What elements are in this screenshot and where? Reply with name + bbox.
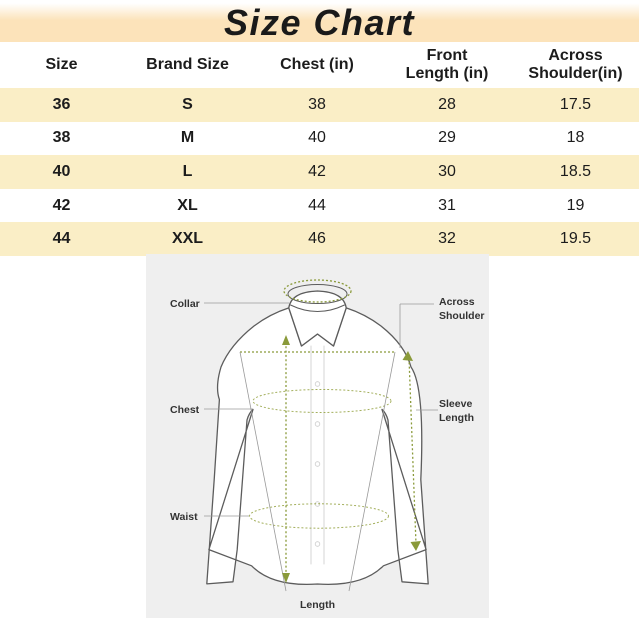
svg-text:Sleeve: Sleeve xyxy=(439,398,472,410)
svg-text:Shoulder: Shoulder xyxy=(439,310,485,322)
svg-text:Length: Length xyxy=(300,599,335,611)
svg-text:Across: Across xyxy=(439,296,475,308)
svg-text:Waist: Waist xyxy=(170,511,198,523)
svg-text:Chest: Chest xyxy=(170,404,200,416)
svg-text:Collar: Collar xyxy=(170,298,200,310)
svg-text:Length: Length xyxy=(439,412,474,424)
